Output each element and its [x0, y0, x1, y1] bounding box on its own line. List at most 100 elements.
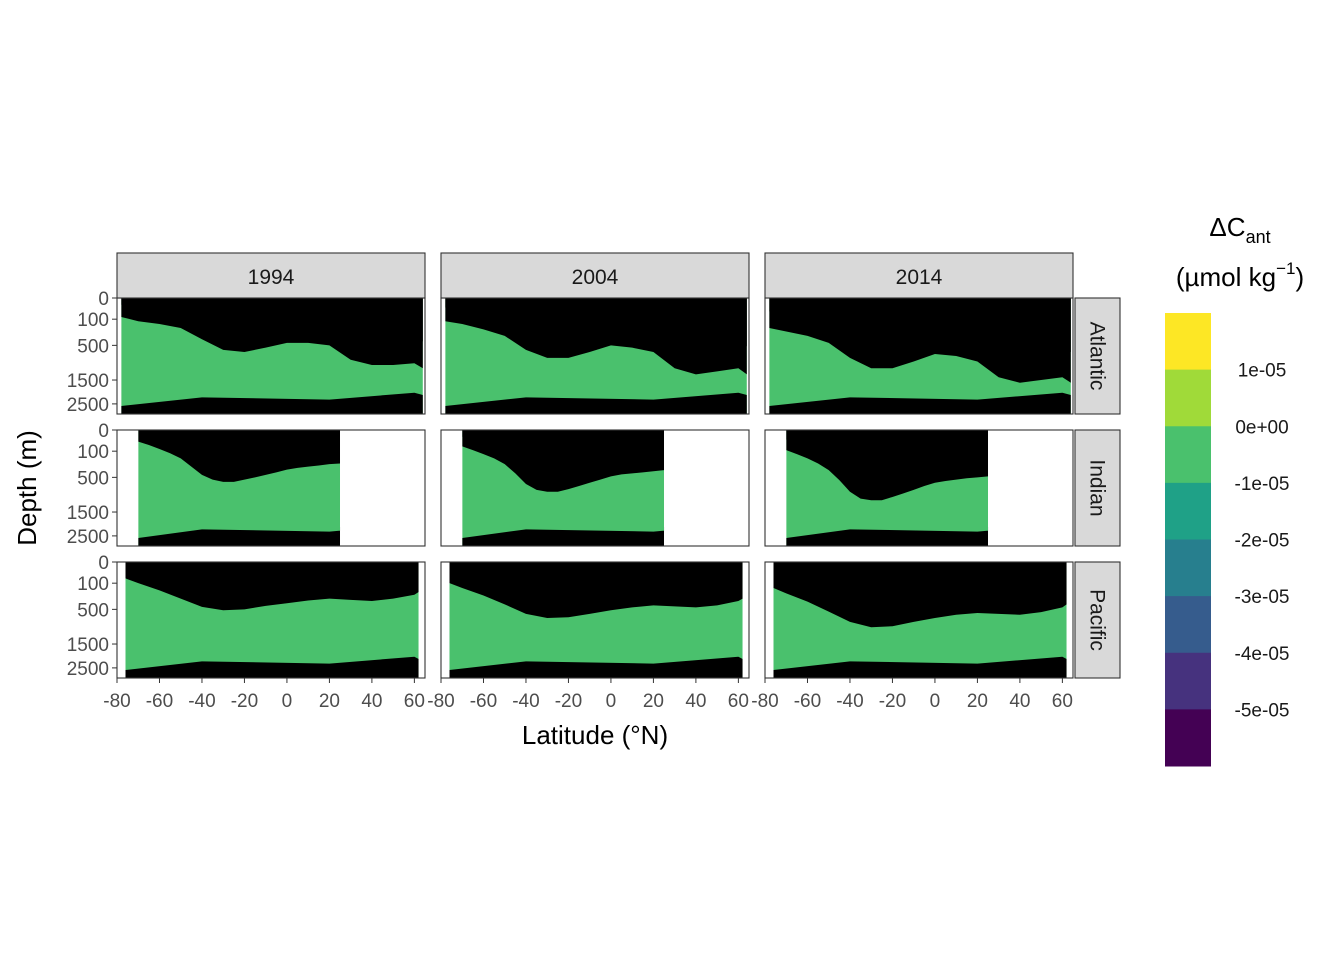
contour-band [515, 562, 713, 574]
x-tick-label: 60 [728, 691, 749, 712]
x-tick-label: 0 [282, 691, 293, 712]
field-deep [786, 527, 989, 546]
legend-tick-label: 1e-05 [1238, 361, 1287, 382]
y-tick-label: 1500 [67, 371, 109, 392]
x-tick-label: -80 [751, 691, 778, 712]
x-tick-label: -80 [103, 691, 130, 712]
x-tick-label: -20 [555, 691, 582, 712]
contour-band [159, 562, 394, 583]
panel-pacific-2014 [773, 562, 1067, 678]
x-tick-label: -20 [879, 691, 906, 712]
x-tick-label: -40 [188, 691, 215, 712]
x-tick-label: 20 [319, 691, 340, 712]
y-tick-label: 100 [77, 574, 109, 595]
facet-panels [116, 297, 1074, 679]
contour-band [828, 562, 1037, 581]
panel-pacific-1994 [125, 562, 419, 678]
field-deep [462, 527, 665, 546]
x-tick-label: -20 [231, 691, 258, 712]
x-tick-label: -40 [836, 691, 863, 712]
field-deep [449, 656, 743, 678]
x-tick-label: -40 [512, 691, 539, 712]
panel-indian-1994 [138, 430, 341, 546]
strip-col [764, 252, 1074, 299]
y-tick-label: 500 [77, 336, 109, 357]
strip-label: 2014 [896, 266, 943, 289]
legend-unit-close: ) [1295, 262, 1304, 292]
x-tick-label: 60 [404, 691, 425, 712]
strip-col [116, 252, 426, 299]
panel-atlantic-2014 [769, 298, 1071, 414]
contour-band [494, 298, 735, 316]
panel-indian-2004 [462, 430, 665, 546]
legend-tick-label: -5e-05 [1235, 700, 1290, 721]
x-tick-label: 40 [1009, 691, 1030, 712]
y-tick-label: 2500 [67, 395, 109, 416]
panel-border [764, 429, 1074, 547]
strip-label: 2004 [572, 266, 619, 289]
y-tick-label: 2500 [67, 527, 109, 548]
field-deep [769, 392, 1071, 414]
legend: ΔCant (µmol kg−1) 1e-05 0e+00 -1e-05 -2e-05… [1165, 212, 1304, 767]
legend-unit-sup: −1 [1276, 259, 1295, 278]
field-deep [125, 656, 419, 678]
legend-swatch [1165, 596, 1211, 654]
strip-label: Pacific [1086, 589, 1109, 651]
x-axis-title: Latitude (°N) [522, 720, 668, 750]
x-tick-label: -60 [470, 691, 497, 712]
contour-band [479, 430, 654, 466]
x-tick-label: 40 [685, 691, 706, 712]
x-tick-label: -60 [794, 691, 821, 712]
panel-atlantic-2004 [445, 298, 747, 414]
strip-row [1074, 561, 1121, 679]
legend-swatch [1165, 709, 1211, 767]
y-tick-label: 500 [77, 468, 109, 489]
panel-pacific-2004 [449, 562, 743, 678]
y-tick-label: 0 [98, 421, 109, 442]
contour-band [828, 298, 1059, 316]
y-tick-label: 100 [77, 442, 109, 463]
legend-swatch [1165, 539, 1211, 597]
axes: 0100500150025000100500150025000100500150… [67, 289, 1073, 712]
legend-tick-label: -1e-05 [1235, 474, 1290, 495]
legend-swatch [1165, 369, 1211, 427]
panel-border [440, 561, 750, 679]
legend-colorbar [1165, 313, 1211, 767]
legend-tick-label: -4e-05 [1235, 644, 1290, 665]
field-deep [138, 527, 341, 546]
strip-row [1074, 429, 1121, 547]
panel-border [764, 561, 1074, 679]
x-tick-label: 20 [643, 691, 664, 712]
legend-swatch [1165, 313, 1211, 371]
y-tick-label: 2500 [67, 659, 109, 680]
y-tick-label: 500 [77, 600, 109, 621]
y-tick-label: 0 [98, 553, 109, 574]
strip-col [440, 252, 750, 299]
contour-band [138, 298, 415, 331]
x-tick-label: -60 [146, 691, 173, 712]
legend-unit: (µmol kg−1) [1176, 259, 1304, 292]
y-tick-label: 1500 [67, 503, 109, 524]
x-tick-label: 60 [1052, 691, 1073, 712]
legend-swatch [1165, 652, 1211, 710]
field-deep [773, 656, 1067, 678]
legend-title-main: ΔC [1209, 212, 1245, 242]
strip-row [1074, 297, 1121, 415]
legend-tick-label: -2e-05 [1235, 531, 1290, 552]
legend-tick-label: 0e+00 [1235, 417, 1288, 438]
legend-unit-open: (µmol kg [1176, 262, 1276, 292]
panel-atlantic-1994 [121, 298, 423, 414]
panel-border [440, 429, 750, 547]
y-axis-title: Depth (m) [12, 430, 42, 546]
legend-title-sub: ant [1246, 227, 1271, 247]
contour-band [828, 430, 935, 456]
panel-indian-2014 [786, 430, 989, 546]
panel-border [116, 561, 426, 679]
y-tick-label: 1500 [67, 635, 109, 656]
y-tick-label: 0 [98, 289, 109, 310]
x-tick-label: 40 [361, 691, 382, 712]
contour-band [159, 430, 298, 459]
legend-tick-labels: 1e-05 0e+00 -1e-05 -2e-05 -3e-05 -4e-05 -5e-05 [1235, 361, 1290, 722]
y-tick-label: 100 [77, 310, 109, 331]
panel-border [116, 429, 426, 547]
